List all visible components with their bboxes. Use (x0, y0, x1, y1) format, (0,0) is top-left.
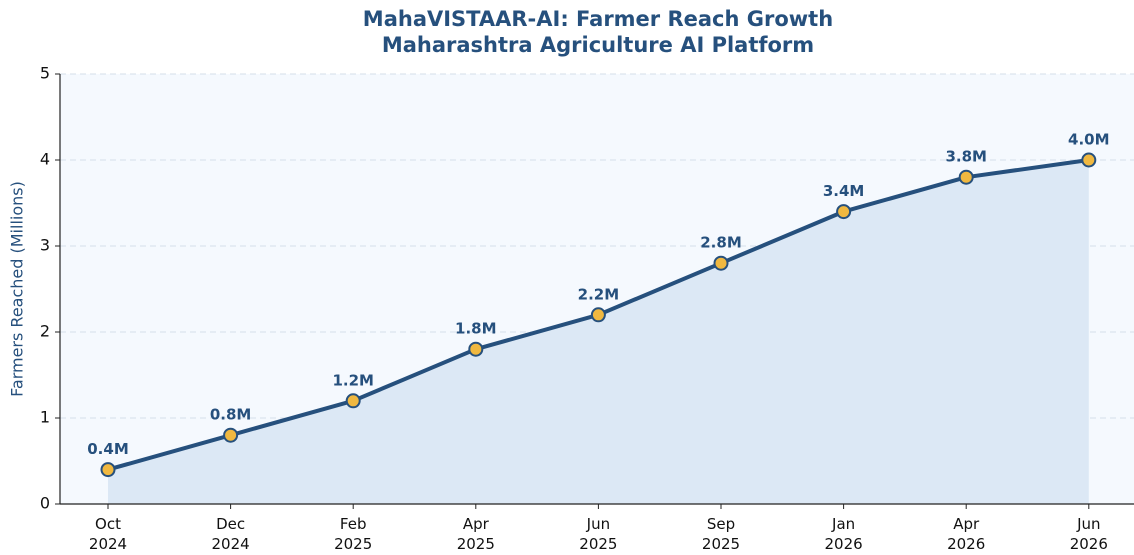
marker (590, 307, 606, 323)
y-tick-label: 4 (40, 150, 50, 169)
area (108, 160, 1089, 504)
x-tick-label: Jan 2026 (824, 515, 863, 553)
data-label: 2.2M (578, 285, 620, 303)
x-tick-label: Jun 2025 (579, 515, 618, 553)
data-label: 3.8M (945, 148, 987, 166)
data-label: 1.2M (332, 371, 374, 389)
y-tick-label: 3 (40, 236, 50, 255)
x-tick-label: Jun 2026 (1069, 515, 1108, 553)
marker (713, 255, 729, 271)
data-label: 3.4M (823, 182, 865, 200)
x-tick-label: Sep 2025 (701, 515, 741, 553)
data-label: 0.4M (87, 440, 129, 458)
marker (345, 393, 361, 409)
chart-title: MahaVISTAAR-AI: Farmer Reach Growth (363, 7, 833, 31)
x-tick-label: Oct 2024 (88, 515, 128, 553)
chart-subtitle: Maharashtra Agriculture AI Platform (382, 33, 814, 57)
y-tick-label: 0 (40, 494, 50, 513)
marker (223, 427, 239, 443)
x-tick-label: Apr 2025 (456, 515, 495, 553)
y-tick-label: 2 (40, 322, 50, 341)
marker (100, 462, 116, 478)
data-label: 2.8M (700, 234, 742, 252)
y-tick-label: 1 (40, 408, 50, 427)
data-label: 0.8M (210, 406, 252, 424)
marker (468, 341, 484, 357)
y-axis-label: Farmers Reached (Millions) (8, 181, 27, 397)
data-label: 4.0M (1068, 131, 1110, 149)
y-tick-label: 5 (40, 64, 50, 83)
x-tick-label: Feb 2025 (334, 515, 373, 553)
x-tick-label: Apr 2026 (947, 515, 986, 553)
marker (836, 204, 852, 220)
marker (958, 169, 974, 185)
data-label: 1.8M (455, 320, 497, 338)
marker (1081, 152, 1097, 168)
x-tick-label: Dec 2024 (211, 515, 250, 553)
